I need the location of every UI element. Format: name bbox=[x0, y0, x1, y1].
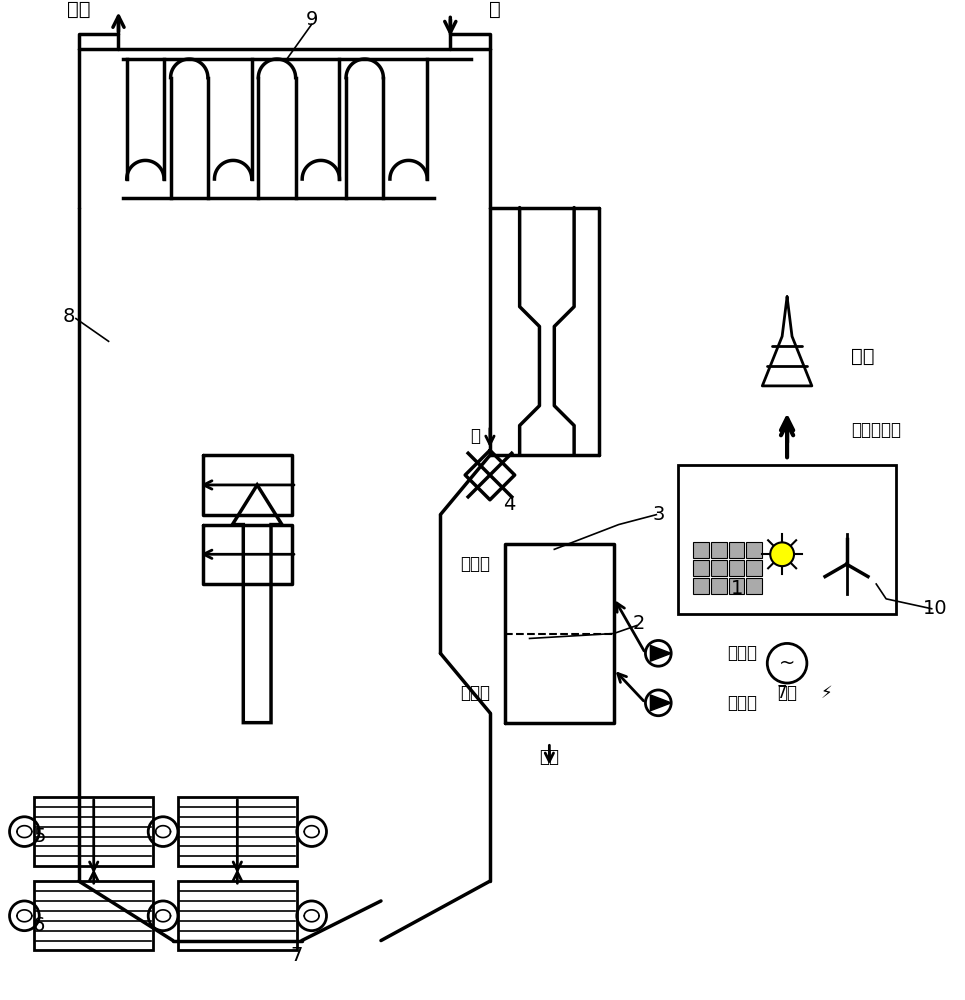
Text: 8: 8 bbox=[63, 307, 75, 326]
Text: 9: 9 bbox=[306, 10, 317, 29]
Bar bbox=[711, 542, 727, 558]
Text: 二次风: 二次风 bbox=[460, 684, 490, 702]
Polygon shape bbox=[650, 695, 672, 711]
Polygon shape bbox=[650, 645, 672, 661]
Text: 一次风: 一次风 bbox=[728, 644, 758, 662]
Bar bbox=[711, 578, 727, 594]
Text: 水: 水 bbox=[489, 0, 501, 19]
Bar bbox=[729, 578, 744, 594]
Text: 3: 3 bbox=[652, 505, 665, 524]
Bar bbox=[747, 542, 762, 558]
Bar bbox=[678, 465, 896, 614]
Bar bbox=[35, 881, 153, 950]
Bar bbox=[729, 560, 744, 576]
Bar bbox=[178, 797, 297, 866]
Text: 4: 4 bbox=[504, 495, 516, 514]
FancyArrow shape bbox=[233, 485, 282, 723]
Text: ⚡: ⚡ bbox=[821, 684, 833, 702]
Text: 1: 1 bbox=[731, 579, 744, 598]
Text: 二次风: 二次风 bbox=[728, 694, 758, 712]
Bar bbox=[178, 881, 297, 950]
Bar bbox=[711, 560, 727, 576]
Text: 蒸汽: 蒸汽 bbox=[68, 0, 91, 19]
Text: ~: ~ bbox=[779, 654, 795, 673]
Bar bbox=[693, 560, 709, 576]
Circle shape bbox=[770, 542, 794, 566]
Text: 电网: 电网 bbox=[851, 347, 875, 366]
Bar bbox=[729, 542, 744, 558]
Bar bbox=[747, 560, 762, 576]
Bar bbox=[693, 542, 709, 558]
Text: 弃电: 弃电 bbox=[777, 684, 797, 702]
Text: 5: 5 bbox=[33, 827, 45, 846]
Bar bbox=[747, 578, 762, 594]
Text: 10: 10 bbox=[924, 599, 948, 618]
Text: 6: 6 bbox=[33, 916, 45, 935]
Bar bbox=[35, 797, 153, 866]
Text: 可再生电力: 可再生电力 bbox=[851, 421, 901, 439]
Text: 7: 7 bbox=[777, 684, 787, 702]
Text: 2: 2 bbox=[632, 614, 645, 633]
Bar bbox=[693, 578, 709, 594]
Text: 煤: 煤 bbox=[470, 427, 480, 445]
Text: 烟气: 烟气 bbox=[539, 748, 560, 766]
Text: 7: 7 bbox=[290, 946, 303, 965]
Text: 一次风: 一次风 bbox=[460, 555, 490, 573]
